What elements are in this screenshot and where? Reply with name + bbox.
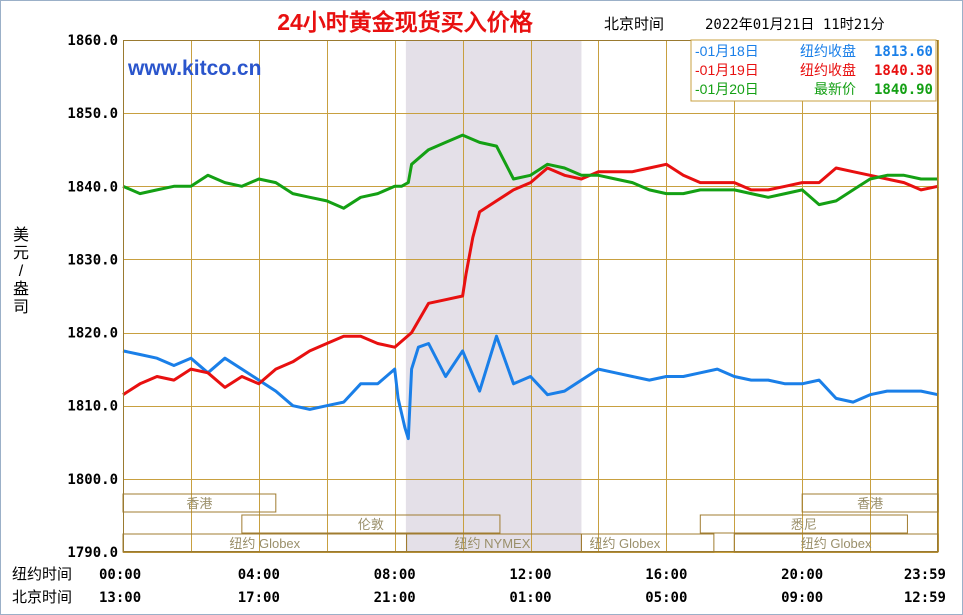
y-label-char: 元 (13, 245, 29, 262)
legend-date: -01月20日 (695, 81, 759, 97)
x-axis: 纽约时间 00:00 04:00 08:00 12:00 16:00 20:00 23:59 北… (12, 566, 946, 606)
x-tick-label: 08:00 (374, 567, 416, 583)
legend-date: -01月18日 (695, 43, 759, 59)
x-tick-label: 00:00 (99, 567, 141, 583)
market-session-box (699, 514, 908, 534)
chart-title: 24小时黄金现货买入价格 (277, 9, 534, 35)
nymex-session-shade (405, 40, 582, 552)
market-session-label: 纽约 NYMEX (455, 536, 531, 551)
series-lines (122, 133, 939, 441)
y-label-char: 司 (13, 299, 29, 316)
x-tick-label: 23:59 (904, 567, 946, 583)
legend-box (690, 39, 937, 102)
plot-border (123, 40, 938, 552)
y-axis-label: 美元/盎司 (13, 226, 29, 316)
market-session-label: 伦敦 (358, 517, 384, 532)
legend-date: -01月19日 (695, 62, 759, 78)
x-axis-row-label: 北京时间 (12, 589, 72, 606)
legend-value: 1840.30 (874, 63, 933, 79)
x-tick-label: 16:00 (645, 567, 687, 583)
market-session-label: 纽约 Globex (589, 536, 660, 551)
y-tick-label: 1850.0 (67, 106, 118, 122)
y-tick-label: 1810.0 (67, 399, 118, 415)
x-axis-row-label: 纽约时间 (12, 566, 72, 583)
x-tick-label: 04:00 (238, 567, 280, 583)
x-tick-label: 21:00 (374, 590, 416, 606)
y-tick-label: 1840.0 (67, 179, 118, 195)
x-tick-label: 20:00 (781, 567, 823, 583)
x-tick-label: 05:00 (645, 590, 687, 606)
y-label-char: / (19, 263, 24, 280)
x-tick-label: 13:00 (99, 590, 141, 606)
series-line-01月18日 (122, 334, 939, 441)
x-tick-label: 12:59 (904, 590, 946, 606)
market-session-label: 纽约 Globex (801, 536, 872, 551)
series-line-01月19日 (122, 162, 939, 396)
y-tick-label: 1800.0 (67, 472, 118, 488)
market-session-box (241, 514, 501, 534)
series-line-01月20日 (122, 133, 938, 210)
market-session-label: 悉尼 (791, 517, 817, 532)
legend-desc: 最新价 (814, 81, 856, 97)
x-tick-label: 01:00 (509, 590, 551, 606)
y-tick-label: 1860.0 (67, 33, 118, 49)
watermark: www.kitco.cn (127, 57, 261, 80)
timestamp-label: 北京时间 (604, 16, 664, 33)
legend-desc: 纽约收盘 (800, 62, 856, 78)
y-label-char: 美 (13, 226, 29, 244)
legend-value: 1813.60 (874, 44, 933, 60)
market-session-label: 香港 (857, 496, 883, 511)
y-tick-label: 1830.0 (67, 252, 118, 268)
x-tick-label: 09:00 (781, 590, 823, 606)
y-tick-label: 1820.0 (67, 326, 118, 342)
market-session-label: 香港 (186, 496, 212, 511)
grid (123, 40, 939, 553)
x-tick-label: 17:00 (238, 590, 280, 606)
legend-value: 1840.90 (874, 82, 933, 98)
y-tick-label: 1790.0 (67, 545, 118, 561)
legend-desc: 纽约收盘 (800, 43, 856, 59)
market-session-label: 纽约 Globex (229, 536, 300, 551)
legend: -01月18日 纽约收盘 1813.60-01月19日 纽约收盘 1840.30-01月… (690, 39, 937, 102)
y-label-char: 盎 (13, 280, 29, 298)
x-tick-label: 12:00 (509, 567, 551, 583)
timestamp: 2022年01月21日 11时21分 (705, 17, 885, 33)
y-axis: 1860.0 1850.0 1840.0 1830.0 1820.0 1810.0 1800… (67, 33, 118, 561)
